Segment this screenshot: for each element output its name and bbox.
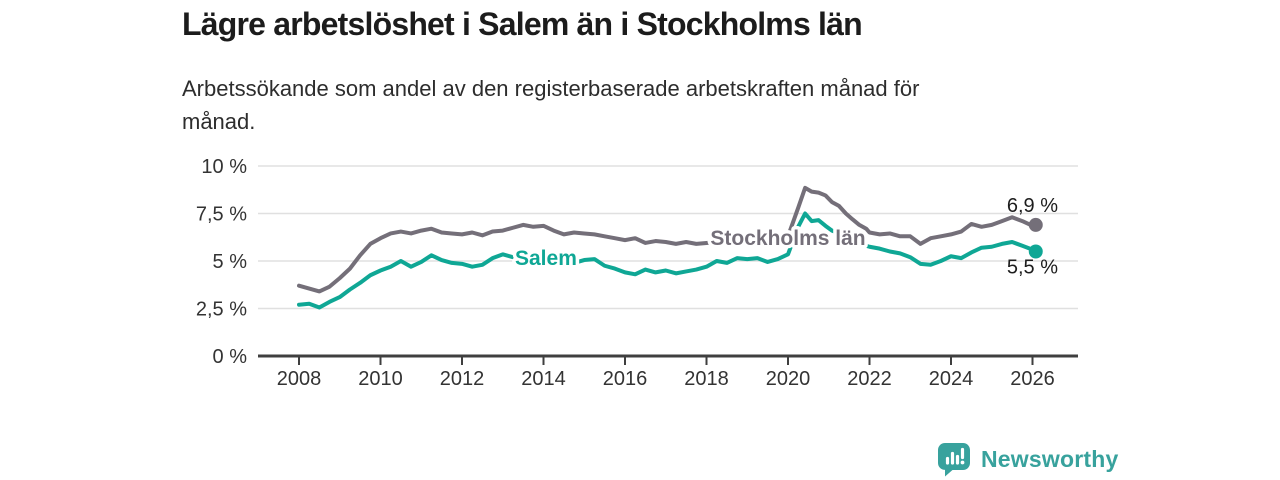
unemployment-line-chart: 0 % 2,5 % 5 % 7,5 % 10 % 2008 2010 2012 2014 2016… [196, 156, 1078, 390]
x-axis-tick-label: 2012 [440, 368, 485, 390]
x-axis-tick-label: 2014 [521, 368, 566, 390]
series-end-value-salem: 5,5 % [1007, 257, 1058, 279]
x-axis-tick-label: 2022 [847, 368, 892, 390]
series-label-stockholm: Stockholms län [710, 227, 865, 250]
y-axis-tick-label: 5 % [213, 251, 248, 273]
series-end-dot-salem [1028, 244, 1043, 259]
newsworthy-logo-icon [938, 443, 970, 477]
series-label-salem: Salem [515, 247, 577, 270]
x-axis-tick-label: 2016 [603, 368, 648, 390]
page-title: Lägre arbetslöshet i Salem än i Stockhol… [182, 6, 863, 42]
y-axis-tick-label: 2,5 % [196, 299, 247, 321]
y-axis-tick-label: 0 % [213, 346, 248, 368]
x-axis-tick-label: 2020 [766, 368, 811, 390]
series-end-dot-stockholm [1028, 217, 1043, 232]
x-axis-tick-label: 2010 [358, 368, 403, 390]
x-axis-tick-label: 2026 [1010, 368, 1055, 390]
newsworthy-logo[interactable]: Newsworthy [936, 441, 1118, 477]
newsworthy-logo-text: Newsworthy [981, 445, 1119, 472]
chart-subtitle: Arbetssökande som andel av den registerb… [182, 76, 920, 134]
x-axis-tick-label: 2008 [277, 368, 322, 390]
series-end-value-stockholm: 6,9 % [1007, 195, 1058, 217]
y-axis-tick-label: 7,5 % [196, 204, 247, 226]
series-line-salem [297, 211, 1038, 310]
x-axis-tick-label: 2018 [684, 368, 729, 390]
y-axis-tick-label: 10 % [201, 156, 247, 178]
x-axis-tick-label: 2024 [929, 368, 974, 390]
series-line-stockholm [297, 185, 1038, 294]
